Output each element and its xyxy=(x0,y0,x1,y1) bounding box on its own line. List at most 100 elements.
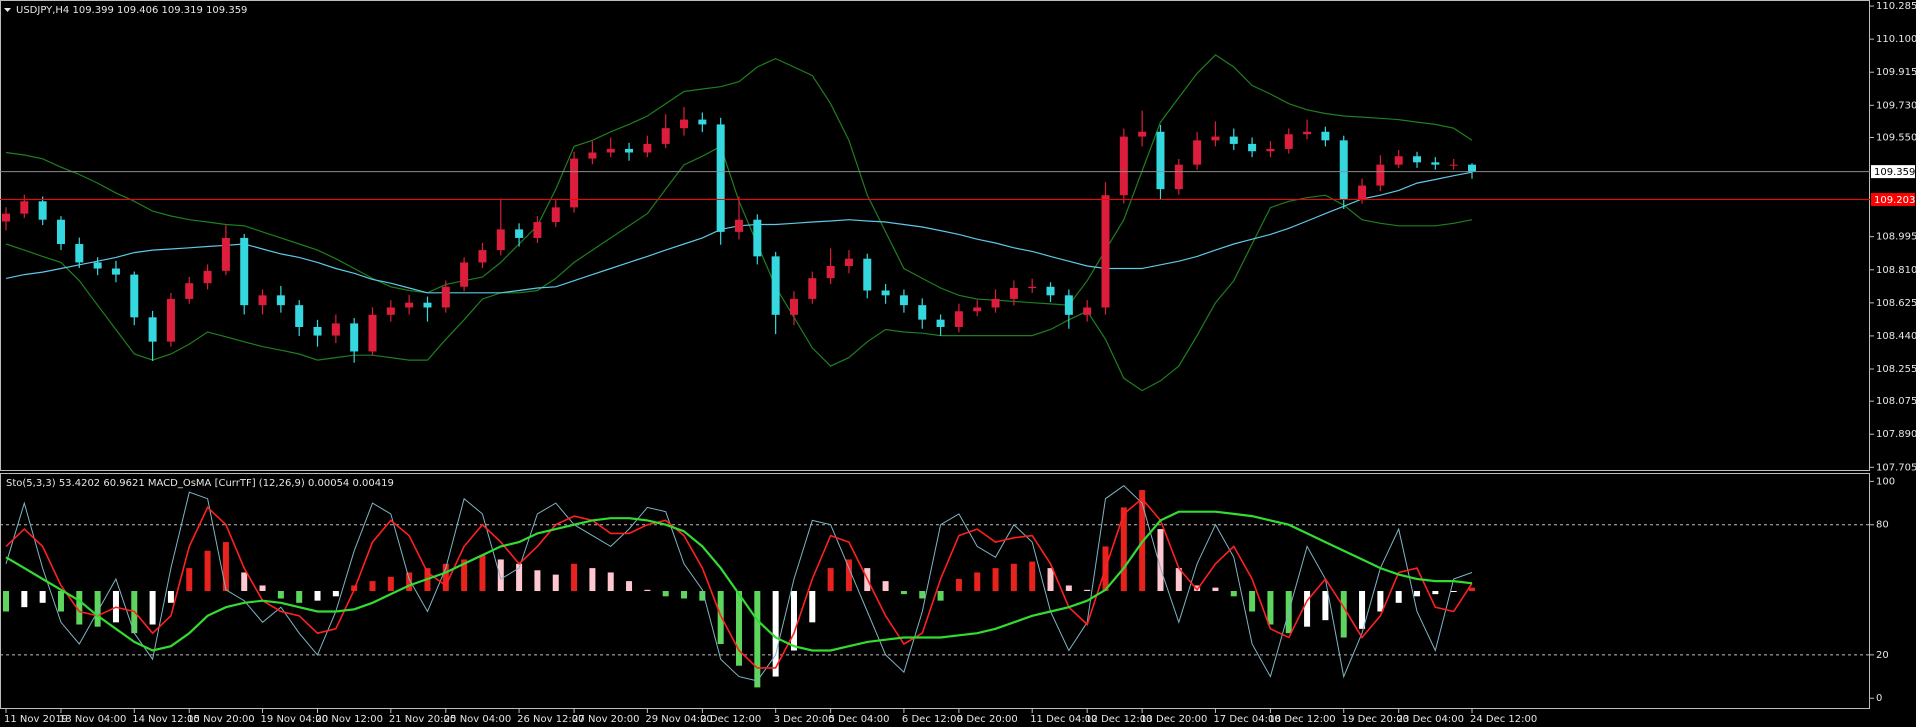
histogram-bar xyxy=(241,572,248,591)
histogram-bar xyxy=(1230,591,1237,597)
candle-body xyxy=(258,295,267,306)
candle-body xyxy=(899,295,908,306)
histogram-bar xyxy=(296,591,303,603)
candle-body xyxy=(808,278,817,299)
histogram-bar xyxy=(1450,591,1457,592)
candle-body xyxy=(533,222,542,238)
candle-body xyxy=(203,270,212,284)
candle-body xyxy=(1156,131,1165,190)
histogram-bar xyxy=(222,542,229,591)
candle-body xyxy=(551,207,560,223)
histogram-bar xyxy=(1359,591,1366,629)
histogram-bar xyxy=(1322,591,1329,621)
price-level-label: 109.203 xyxy=(1874,195,1915,206)
candle-body xyxy=(1193,140,1202,165)
y-tick-label: 110.285 xyxy=(1876,1,1916,12)
candle-body xyxy=(276,295,285,306)
indicator-title: Sto(5,3,3) 53.4202 60.9621 MACD_OsMA [Cu… xyxy=(6,478,394,489)
histogram-bar xyxy=(571,563,578,591)
histogram-bar xyxy=(461,559,468,591)
y-tick-label: 20 xyxy=(1876,650,1889,661)
candle-body xyxy=(515,229,524,238)
candle-body xyxy=(1028,286,1037,289)
candle-body xyxy=(1083,307,1092,315)
histogram-bar xyxy=(21,591,28,608)
histogram-bar xyxy=(1047,568,1054,591)
histogram-bar xyxy=(845,559,852,591)
y-tick-label: 108.995 xyxy=(1876,232,1916,243)
candle-body xyxy=(698,119,707,125)
candle-body xyxy=(661,128,670,144)
candle-body xyxy=(716,124,725,232)
candle-body xyxy=(350,323,359,352)
price-level-box xyxy=(1871,193,1915,207)
price-level-box xyxy=(1871,165,1915,179)
candle-body xyxy=(423,302,432,308)
histogram-bar xyxy=(736,591,742,666)
candle-body xyxy=(1211,136,1220,141)
histogram-bar xyxy=(479,555,486,591)
menu-arrow[interactable] xyxy=(4,8,11,12)
candle-body xyxy=(111,268,120,275)
x-tick-label: 19 Nov 04:00 xyxy=(261,714,328,725)
histogram-bar xyxy=(1084,589,1091,591)
histogram-bar xyxy=(1029,561,1036,591)
candle-body xyxy=(1064,295,1073,315)
candle-body xyxy=(1174,164,1183,190)
histogram-bar xyxy=(1194,585,1201,591)
histogram-bar xyxy=(809,591,816,623)
candle-body xyxy=(1468,164,1476,172)
candle-body xyxy=(1376,164,1385,186)
y-tick-label: 0 xyxy=(1876,693,1882,704)
x-tick-label: 19 Dec 20:00 xyxy=(1342,714,1409,725)
histogram-bar xyxy=(919,591,926,599)
x-tick-label: 20 Nov 12:00 xyxy=(316,714,383,725)
x-tick-label: 13 Nov 04:00 xyxy=(59,714,126,725)
histogram-bar xyxy=(442,563,449,591)
histogram-bar xyxy=(57,591,64,612)
y-tick-label: 110.100 xyxy=(1876,34,1916,45)
candle-body xyxy=(295,305,304,327)
histogram-bar xyxy=(39,591,46,603)
histogram-bar xyxy=(1065,585,1072,591)
candle-body xyxy=(368,314,377,352)
histogram-bar xyxy=(1340,591,1347,638)
candle-body xyxy=(75,244,84,263)
candle-body xyxy=(588,152,597,159)
x-tick-label: 13 Dec 20:00 xyxy=(1140,714,1207,725)
histogram-bar xyxy=(552,574,559,591)
x-tick-label: 25 Nov 04:00 xyxy=(444,714,511,725)
histogram-bar xyxy=(1212,587,1219,591)
candle-body xyxy=(386,307,395,315)
candle-body xyxy=(1138,131,1147,137)
histogram-bar xyxy=(1267,591,1274,625)
x-tick-label: 5 Dec 04:00 xyxy=(829,714,890,725)
histogram-bar xyxy=(589,568,596,591)
x-tick-label: 17 Dec 04:00 xyxy=(1213,714,1280,725)
candle-body xyxy=(1248,143,1257,152)
histogram-bar xyxy=(644,589,651,591)
x-tick-label: 3 Dec 20:00 xyxy=(774,714,835,725)
histogram-bar xyxy=(1395,591,1402,603)
indicator-pane-frame xyxy=(0,473,1870,709)
candle-body xyxy=(954,311,963,327)
candle-body xyxy=(1119,136,1128,196)
histogram-bar xyxy=(1304,591,1311,627)
histogram-bar xyxy=(955,578,962,591)
candle-body xyxy=(38,201,47,220)
x-tick-label: 6 Dec 12:00 xyxy=(902,714,963,725)
y-tick-label: 108.440 xyxy=(1876,331,1916,342)
histogram-bar xyxy=(1414,591,1421,597)
histogram-bar xyxy=(186,568,193,591)
candle-body xyxy=(313,326,322,336)
candle-body xyxy=(1431,162,1440,165)
candle-body xyxy=(1413,156,1422,163)
histogram-bar xyxy=(497,559,504,591)
oscillator-line xyxy=(5,510,1473,652)
histogram-bar xyxy=(3,591,9,612)
histogram-bar xyxy=(1175,568,1182,591)
histogram-bar xyxy=(974,572,981,591)
histogram-bar xyxy=(1377,591,1384,612)
y-tick-label: 108.255 xyxy=(1876,364,1916,375)
